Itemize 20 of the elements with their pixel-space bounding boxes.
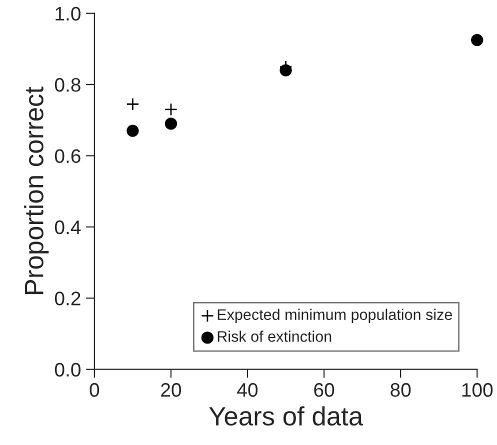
x-tick-label: 40 xyxy=(237,383,258,397)
point xyxy=(164,102,178,116)
x-tick-label: 20 xyxy=(161,383,182,397)
y-tick-label: 0.8 xyxy=(54,78,80,92)
point xyxy=(164,118,178,130)
x-axis-title: Years of data xyxy=(209,406,364,426)
y-tick-label: 0.4 xyxy=(54,220,81,234)
point xyxy=(126,98,140,111)
x-tick-label: 60 xyxy=(314,383,334,397)
legend-label: Expected minimum population size xyxy=(218,308,452,324)
x-tick-label: 100 xyxy=(462,383,493,397)
x-tick-label: 0 xyxy=(90,383,100,397)
y-tick-label: 0.0 xyxy=(54,362,80,377)
y-tick-label: 1.0 xyxy=(56,6,80,21)
legend-label: Risk of extinction xyxy=(218,330,332,342)
point xyxy=(126,124,139,137)
y-axis-title: Proportion correct xyxy=(24,86,49,294)
x-tick-label: 80 xyxy=(390,383,411,397)
y-tick-label: 0.2 xyxy=(54,292,80,306)
y-tick-label: 0.6 xyxy=(54,149,80,163)
